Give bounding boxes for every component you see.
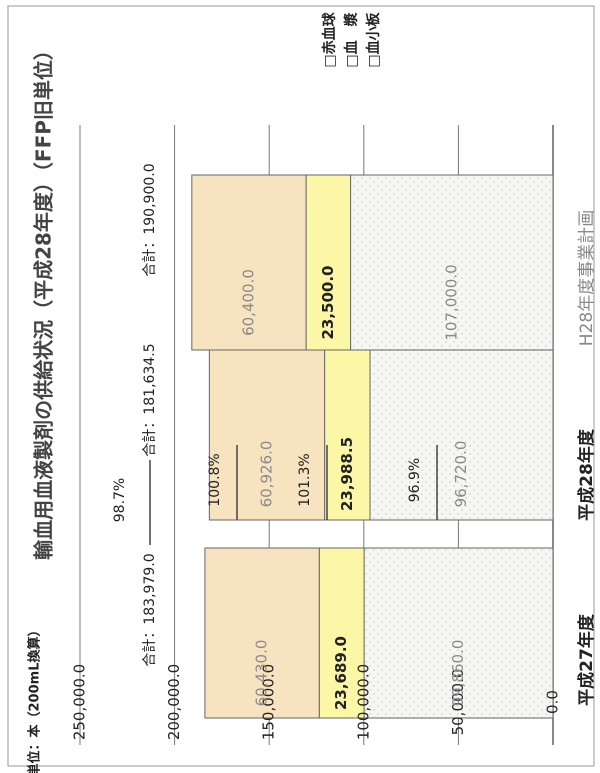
data-label: 23,689.0 — [332, 636, 350, 710]
total-label: 合計：190,900.0 — [142, 163, 158, 276]
total-ratio-label: 98.7% — [112, 478, 128, 522]
data-label: 60,430.0 — [253, 640, 271, 707]
data-label: 99,860.0 — [449, 640, 467, 707]
axis-tick-label: 50,000.0 — [449, 669, 467, 736]
bar-segment — [204, 547, 320, 719]
data-label: 23,500.0 — [319, 265, 337, 339]
data-label: 23,988.5 — [338, 437, 356, 511]
total-label: 合計：183,979.0 — [142, 553, 158, 666]
axis-tick-label: 200,000.0 — [165, 664, 183, 740]
data-label: 96,720.0 — [452, 441, 470, 508]
ratio-label: 100.8% — [207, 453, 223, 506]
bar-segment — [318, 547, 365, 719]
category-label: H28年度事業計画 — [577, 210, 597, 346]
legend-entry: □血小板 — [365, 11, 382, 67]
axis-tick-label: 150,000.0 — [260, 664, 278, 740]
ratio-label: 101.3% — [297, 453, 313, 506]
unit-label: 単位：本（200mL換算） — [27, 624, 43, 773]
chart-title: 輸血用血液製剤の供給状況（平成28年度）（FFP旧単位） — [32, 40, 56, 560]
axis-tick-label: 0.0 — [544, 690, 562, 714]
bar-segment — [191, 174, 307, 351]
bar-segment — [324, 347, 371, 521]
data-label: 60,926.0 — [257, 441, 275, 508]
category-label: 平成28年度 — [576, 428, 597, 521]
chart-frame — [7, 5, 595, 767]
data-label: 60,400.0 — [239, 269, 257, 336]
ratio-label: 96.9% — [407, 458, 423, 502]
legend-entry: □血 漿 — [343, 11, 360, 67]
legend-entry: □赤血球 — [321, 11, 338, 67]
axis-tick-label: 250,000.0 — [71, 664, 89, 740]
bar-segment — [369, 347, 554, 521]
bar-segment — [208, 347, 326, 521]
bar-segment — [363, 547, 554, 719]
category-label: 平成27年度 — [576, 613, 597, 706]
axis-tick-label: 100,000.0 — [354, 664, 372, 740]
data-label: 107,000.0 — [442, 264, 460, 340]
bar-segment — [350, 174, 554, 351]
total-label: 合計：181,634.5 — [142, 343, 158, 456]
